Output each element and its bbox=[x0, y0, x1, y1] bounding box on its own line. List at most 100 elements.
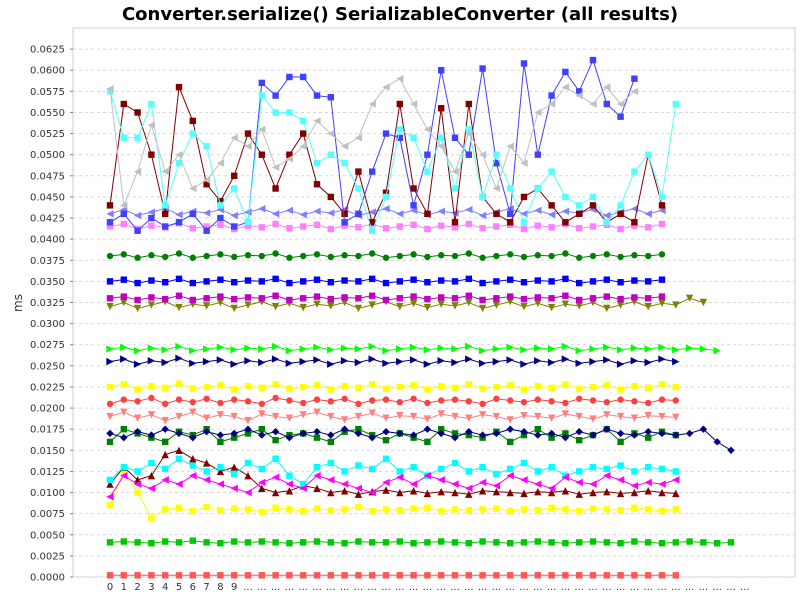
data-point bbox=[576, 468, 583, 475]
data-point bbox=[175, 446, 183, 455]
data-point bbox=[313, 434, 321, 441]
data-point bbox=[341, 252, 348, 259]
data-point bbox=[106, 476, 114, 484]
data-point bbox=[244, 459, 252, 467]
data-point bbox=[299, 142, 307, 150]
data-point bbox=[258, 572, 265, 579]
data-point bbox=[672, 357, 680, 366]
y-tick-label: 0.0375 bbox=[30, 256, 65, 267]
data-point bbox=[465, 484, 473, 493]
data-point bbox=[617, 396, 624, 403]
data-point bbox=[534, 299, 542, 308]
data-point bbox=[299, 429, 307, 438]
data-point bbox=[217, 276, 224, 283]
data-point bbox=[576, 254, 583, 261]
data-point bbox=[438, 67, 445, 74]
x-tick-label: ... bbox=[367, 582, 377, 593]
data-point bbox=[162, 538, 169, 545]
series bbox=[106, 455, 679, 488]
x-tick-label: 2 bbox=[134, 582, 140, 593]
data-point bbox=[534, 396, 541, 403]
data-point bbox=[189, 537, 196, 544]
x-tick-label: ... bbox=[354, 582, 364, 593]
data-point bbox=[562, 506, 569, 513]
x-tick-label: ... bbox=[602, 582, 612, 593]
data-point bbox=[271, 303, 280, 311]
data-point bbox=[355, 400, 362, 408]
data-point bbox=[423, 489, 432, 498]
data-point bbox=[354, 345, 363, 353]
data-point bbox=[189, 184, 197, 193]
data-point bbox=[120, 100, 127, 108]
data-point bbox=[520, 279, 528, 286]
data-point bbox=[548, 252, 555, 260]
data-point bbox=[451, 209, 459, 217]
data-point bbox=[230, 304, 238, 313]
data-point bbox=[161, 358, 169, 367]
data-point bbox=[603, 465, 610, 473]
data-point bbox=[562, 250, 569, 257]
data-point bbox=[547, 345, 556, 353]
data-point bbox=[410, 505, 417, 512]
data-point bbox=[162, 400, 169, 408]
series-line bbox=[109, 540, 732, 544]
data-point bbox=[175, 150, 183, 159]
y-tick-label: 0.0225 bbox=[30, 382, 65, 393]
data-point bbox=[589, 202, 597, 209]
data-point bbox=[658, 488, 666, 497]
data-point bbox=[368, 342, 376, 351]
data-point bbox=[396, 357, 404, 366]
data-point bbox=[120, 210, 127, 218]
data-point bbox=[589, 357, 597, 366]
data-point bbox=[272, 250, 279, 257]
data-point bbox=[258, 538, 265, 545]
data-point bbox=[478, 211, 487, 220]
data-point bbox=[327, 459, 334, 467]
data-point bbox=[396, 411, 404, 420]
data-point bbox=[368, 409, 376, 417]
data-point bbox=[134, 227, 141, 234]
y-tick-label: 0.0475 bbox=[30, 171, 65, 182]
data-point bbox=[106, 572, 114, 579]
data-point bbox=[713, 346, 721, 355]
data-point bbox=[410, 134, 417, 141]
series bbox=[106, 537, 735, 547]
data-point bbox=[493, 572, 500, 579]
data-point bbox=[244, 430, 252, 437]
data-point bbox=[507, 185, 514, 192]
data-point bbox=[368, 301, 376, 309]
data-point bbox=[313, 471, 321, 480]
data-point bbox=[271, 488, 280, 497]
data-point bbox=[175, 159, 183, 167]
data-point bbox=[396, 252, 403, 260]
data-point bbox=[589, 480, 597, 488]
data-point bbox=[148, 100, 155, 108]
y-tick-label: 0.0000 bbox=[30, 573, 65, 584]
data-point bbox=[299, 210, 307, 219]
data-point bbox=[437, 476, 445, 484]
data-point bbox=[630, 488, 639, 497]
data-point bbox=[258, 278, 265, 285]
data-point bbox=[147, 121, 156, 129]
data-point bbox=[286, 385, 293, 392]
data-point bbox=[396, 429, 404, 438]
data-point bbox=[382, 193, 390, 201]
x-tick-label: 7 bbox=[203, 582, 209, 593]
data-point bbox=[616, 100, 625, 108]
data-point bbox=[603, 211, 611, 220]
x-tick-label: ... bbox=[671, 582, 681, 593]
data-point bbox=[299, 484, 307, 493]
data-point bbox=[451, 430, 459, 437]
data-point bbox=[133, 480, 142, 488]
data-point bbox=[382, 396, 390, 403]
data-point bbox=[438, 507, 445, 515]
data-point bbox=[216, 356, 225, 364]
data-point bbox=[561, 207, 570, 215]
data-point bbox=[410, 572, 417, 579]
data-point bbox=[272, 504, 279, 511]
data-point bbox=[203, 468, 210, 475]
data-point bbox=[548, 295, 555, 302]
data-point bbox=[507, 293, 514, 300]
data-point bbox=[562, 430, 569, 437]
data-point bbox=[231, 386, 238, 393]
